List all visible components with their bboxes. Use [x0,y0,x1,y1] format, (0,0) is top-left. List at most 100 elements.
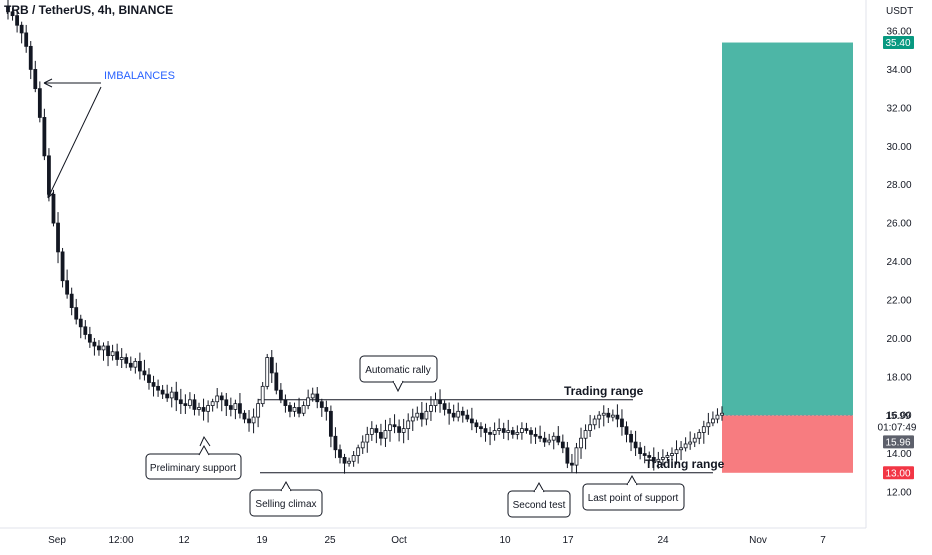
candle-body [374,428,379,433]
loss-zone[interactable] [722,415,853,473]
candle-body [65,280,70,295]
candle-body [570,462,574,466]
candle-body [629,433,633,443]
candle-body [456,410,461,418]
candle-body [97,345,101,351]
candle-body [533,433,538,437]
candle-body [442,403,447,410]
candle-body [328,410,333,437]
time-tick-label: Sep [48,535,66,546]
candle-body [583,430,588,439]
candle-body [469,418,474,424]
candle-body [260,385,265,405]
svg-text:Selling climax: Selling climax [255,499,316,510]
candle-body [306,397,311,406]
candle-body [228,405,233,410]
price-tick-label: 28.00 [886,180,911,191]
profit-zone[interactable] [722,42,853,416]
candle-body [242,412,247,420]
trading-range-top-label: Trading range [564,384,644,398]
candle-body [401,428,406,433]
candle-body [19,24,24,34]
candle-body [515,432,520,435]
time-tick-label: 25 [324,535,336,546]
candle-body [247,418,251,424]
price-tick-label: 32.00 [886,103,911,114]
callout-preliminary-support[interactable]: Preliminary support [145,435,242,480]
candle-body [278,389,283,401]
candle-body [51,193,56,224]
candle-body [133,360,138,368]
time-tick-label: 12:00 [108,535,133,546]
last-price-badge: 15.96 [883,435,914,449]
candle-body [69,293,74,309]
price-axis[interactable]: 12.00 14.00 16.00 18.00 20.00 22.00 24.00 26.00… [886,27,911,499]
candle-body [392,424,397,428]
candle-body [565,447,570,464]
candle-body [238,403,242,414]
candle-body [6,5,10,13]
candle-body [233,403,238,410]
candle-body [624,426,629,435]
candle-body [451,412,456,418]
candle-body [15,15,19,26]
candle-body [297,407,301,414]
candle-body [720,412,724,416]
candle-body [656,458,661,462]
candle-body [465,414,470,420]
entry-price-label: 15.99 [885,411,910,422]
candle-body [711,418,715,424]
candle-body [251,416,256,424]
candle-body [310,393,315,399]
candle-body [156,385,160,391]
candle-body [379,432,383,439]
candle-body [588,424,593,431]
candle-body [224,399,229,406]
callout-automatic-rally[interactable]: Automatic rally [359,355,438,393]
candle-body [438,399,442,405]
candle-body [679,447,683,451]
candle-body [215,395,220,403]
callout-last-point-of-support[interactable]: Last point of support [582,474,685,511]
callout-second-test[interactable]: Second test [507,481,571,518]
svg-text:Second test: Second test [513,500,566,511]
candle-body [642,453,647,456]
candle-body [37,88,42,118]
candle-body [597,414,602,420]
candle-body [674,449,679,454]
candle-body [538,435,542,439]
candle-body [338,449,342,458]
candle-body [301,405,306,414]
time-tick-label: Nov [749,535,767,546]
candle-body [419,412,424,420]
candle-body [128,362,133,368]
candle-body [333,435,338,451]
candle-body [601,412,606,416]
price-tick-label: 26.00 [886,219,911,230]
price-tick-label: 12.00 [886,488,911,499]
candle-body [579,437,583,449]
svg-text:Last point of support: Last point of support [588,493,679,504]
candle-body [24,32,29,47]
candle-body [692,437,697,443]
candle-body [429,405,433,412]
candle-body [342,457,347,464]
candle-body [615,414,620,420]
time-tick-label: Oct [391,535,407,546]
price-tick-label: 36.00 [886,27,911,38]
candle-body [397,426,402,433]
candle-body [410,416,415,422]
price-tick-label: 16.00 [886,411,911,422]
candle-body [274,372,279,391]
candle-body [506,430,511,433]
candle-body [269,357,274,374]
candle-body [688,441,693,445]
candle-body [42,117,47,157]
callout-selling-climax[interactable]: Selling climax [249,480,323,517]
candle-body [606,412,611,418]
time-axis[interactable]: Sep 12:00 12 19 25 Oct 10 17 24 Nov 7 [48,535,826,546]
candle-body [137,360,142,372]
candle-body [524,428,529,431]
candle-body [383,430,388,439]
